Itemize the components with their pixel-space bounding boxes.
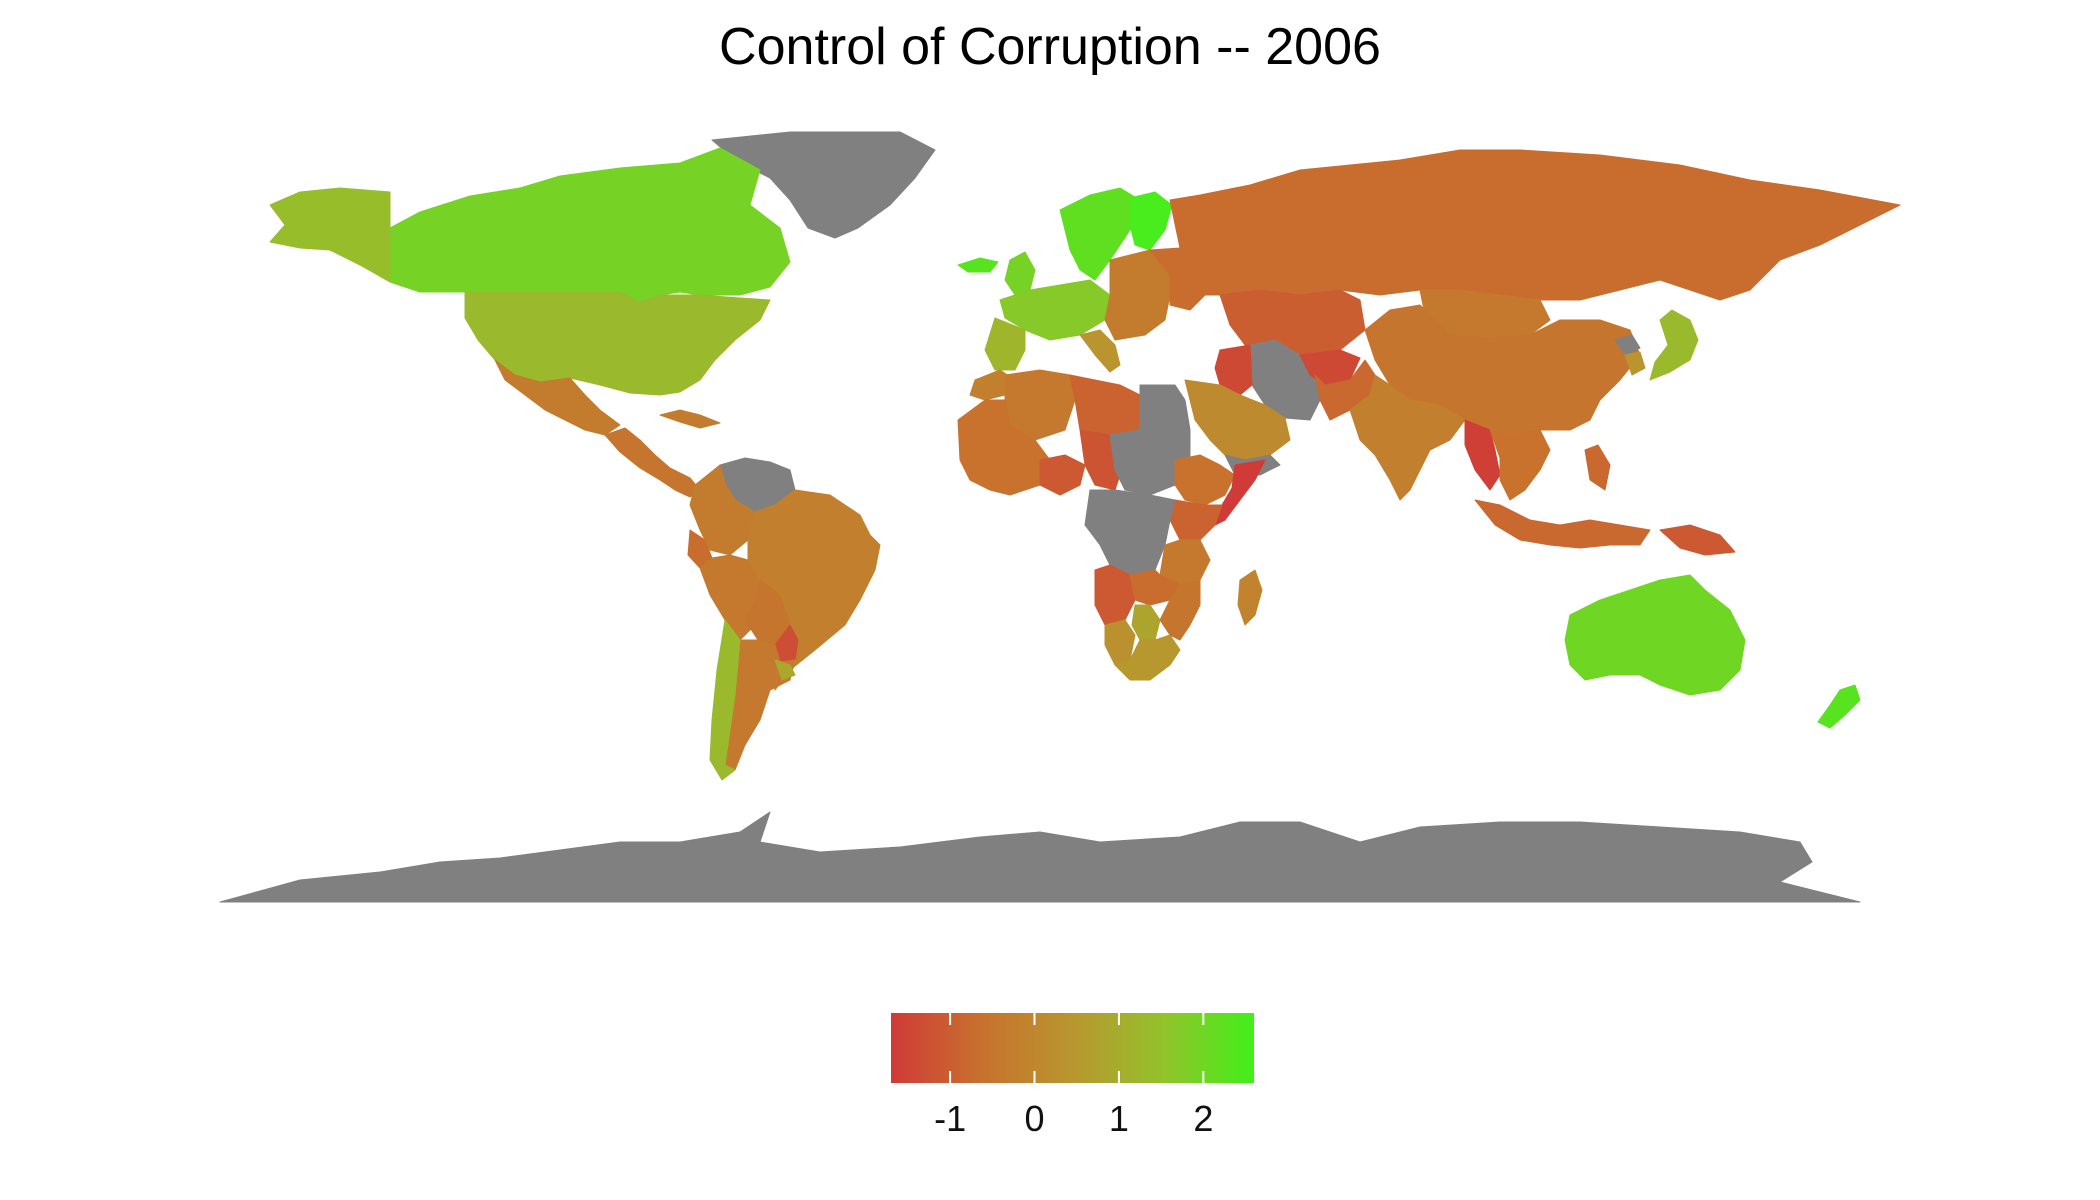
region-india [1349,374,1466,501]
region-cuba [659,409,721,429]
legend-tick-label: 2 [1193,1098,1213,1139]
region-saudi-arabia [1184,379,1291,461]
region-finland [1129,191,1173,251]
region-nigeria [1039,454,1086,496]
region-madagascar [1237,569,1263,626]
region-scandinavia [1059,187,1141,281]
region-australia [1564,574,1746,696]
legend-tick-label: -1 [934,1098,966,1139]
legend-tick-label: 0 [1024,1098,1044,1139]
region-united-kingdom [1004,251,1036,296]
region-botswana [1131,604,1161,641]
region-papua-new-guinea [1659,524,1736,556]
region-japan [1649,309,1699,381]
region-italy [1079,329,1121,373]
region-mexico [494,359,621,436]
region-southeast-asia [1489,429,1551,501]
legend-ticks: -1 0 1 2 [934,1013,1213,1139]
region-greenland [711,131,936,239]
region-russia [1169,149,1901,301]
region-angola [1094,564,1136,626]
legend-tick-label: 1 [1109,1098,1129,1139]
region-philippines [1584,444,1611,491]
region-dr-congo [1084,489,1176,576]
region-uruguay [774,659,796,681]
region-ethiopia [1174,454,1236,506]
region-chile [709,619,741,781]
region-central-america [604,427,701,498]
region-indonesia [1474,499,1651,549]
region-iceland [957,257,999,273]
region-mozambique [1159,579,1201,641]
region-south-korea [1624,351,1646,376]
region-kazakhstan-and-central-asia [1219,289,1366,356]
region-kenya [1169,499,1223,541]
region-canada [389,147,791,303]
country-layer [219,131,1901,903]
legend: -1 0 1 2 [891,1013,1254,1139]
region-alaska [269,187,391,283]
region-libya [1069,374,1141,436]
legend-colorbar [891,1013,1254,1083]
region-north-korea [1614,334,1641,356]
region-antarctica [219,811,1861,903]
region-south-africa [1114,634,1181,681]
region-new-zealand [1817,684,1861,729]
region-somalia [1214,459,1266,526]
map-title: Control of Corruption -- 2006 [719,18,1381,76]
region-iberia [984,317,1026,371]
region-egypt [1139,384,1191,436]
